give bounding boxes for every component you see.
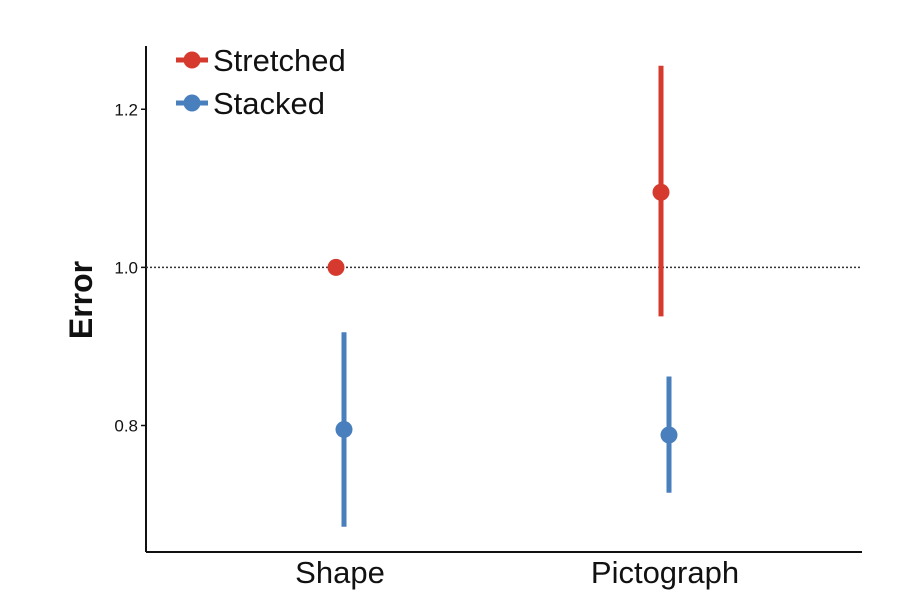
data-point: [660, 426, 678, 444]
legend: Stretched Stacked: [176, 43, 346, 121]
legend-label: Stretched: [213, 43, 346, 78]
x-category-label: Shape: [295, 555, 385, 590]
data-marks: [327, 65, 678, 527]
x-category-label: Pictograph: [591, 555, 739, 590]
x-category-labels: Shape Pictograph: [295, 555, 739, 590]
data-point: [652, 183, 670, 201]
data-point: [327, 258, 345, 276]
legend-swatch-marker: [183, 94, 201, 112]
y-tick-label: 1.2: [114, 100, 138, 119]
data-point: [335, 420, 353, 438]
y-ticks: 0.8 1.0 1.2: [114, 100, 146, 436]
legend-swatch-marker: [183, 51, 201, 69]
y-tick-label: 0.8: [114, 417, 138, 436]
y-axis-label: Error: [63, 261, 99, 339]
legend-label: Stacked: [213, 86, 325, 121]
y-tick-label: 1.0: [114, 258, 138, 277]
